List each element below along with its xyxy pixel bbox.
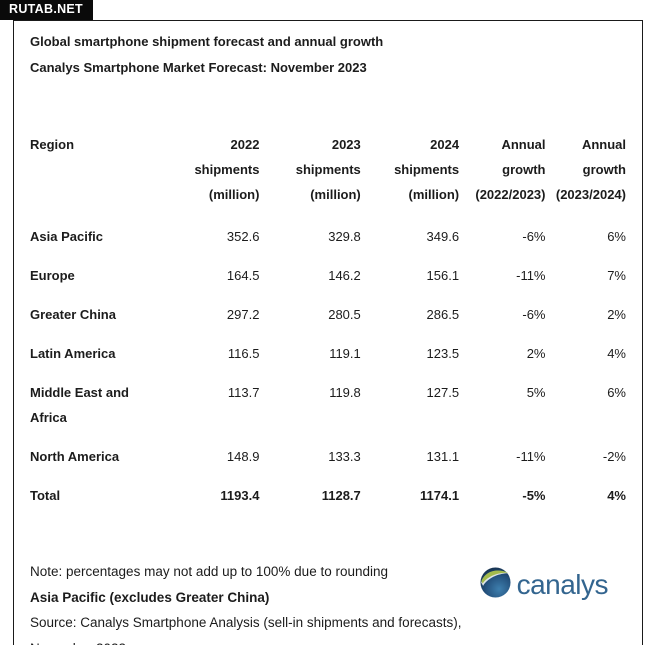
col-header-line: shipments <box>194 162 260 177</box>
region-cell: Europe <box>30 268 75 283</box>
col-header-line: growth <box>582 162 626 177</box>
region-cell: North America <box>30 449 120 464</box>
footer: Note: percentages may not add up to 100%… <box>30 559 626 645</box>
col-header-2022-shipments: 2022 shipments (million) <box>155 132 259 217</box>
value-cell: 5% <box>526 385 546 400</box>
canalys-globe-icon <box>480 567 511 603</box>
col-header-line: Annual <box>581 137 626 152</box>
canalys-logo-text: canalys <box>516 569 609 600</box>
table-row: Latin America 116.5 119.1 123.5 2% 4% <box>30 334 626 373</box>
col-header-2024-shipments: 2024 shipments (million) <box>361 132 459 217</box>
col-header-line: shipments <box>394 162 460 177</box>
table-row: Europe 164.5 146.2 156.1 -11% 7% <box>30 256 626 295</box>
region-cell: Asia Pacific <box>30 229 103 244</box>
canalys-logo: canalys <box>480 567 609 603</box>
value-cell: 148.9 <box>226 449 260 464</box>
value-cell: 123.5 <box>426 346 460 361</box>
value-cell: 133.3 <box>328 449 361 464</box>
col-header-region: Region <box>30 132 155 217</box>
forecast-sheet: Global smartphone shipment forecast and … <box>13 20 643 645</box>
region-cell: Total <box>30 488 61 503</box>
value-cell: 4% <box>607 488 626 503</box>
value-cell: 7% <box>607 268 626 283</box>
value-cell: 2% <box>526 346 546 361</box>
region-cell: Greater China <box>30 307 116 322</box>
col-header-line: (million) <box>208 187 260 202</box>
table-row: Greater China 297.2 280.5 286.5 -6% 2% <box>30 295 626 334</box>
col-header-line: (2022/2023) <box>475 187 546 202</box>
value-cell: -6% <box>522 307 546 322</box>
sheet-title: Global smartphone shipment forecast and … <box>30 34 384 49</box>
col-header-line: 2022 <box>230 137 260 152</box>
col-header-growth-2023-2024: Annual growth (2023/2024) <box>546 132 626 217</box>
col-header-line: shipments <box>295 162 361 177</box>
value-cell: 280.5 <box>328 307 361 322</box>
table-row-total: Total 1193.4 1128.7 1174.1 -5% 4% <box>30 476 626 515</box>
title-block: Global smartphone shipment forecast and … <box>30 29 626 81</box>
value-cell: 156.1 <box>426 268 460 283</box>
col-header-line: (million) <box>310 187 361 202</box>
region-cell: Latin America <box>30 346 116 361</box>
header-row: Region 2022 shipments (million) 2023 shi… <box>30 132 626 217</box>
value-cell: 113.7 <box>227 385 260 400</box>
value-cell: -11% <box>516 449 546 464</box>
value-cell: -2% <box>602 449 626 464</box>
col-header-line: growth <box>502 162 546 177</box>
value-cell: 131.1 <box>426 449 460 464</box>
note-source: Source: Canalys Smartphone Analysis (sel… <box>30 615 462 645</box>
value-cell: 1193.4 <box>220 488 260 503</box>
value-cell: 1128.7 <box>321 488 361 503</box>
value-cell: 352.6 <box>226 229 260 244</box>
value-cell: 297.2 <box>226 307 260 322</box>
note-rounding: Note: percentages may not add up to 100%… <box>30 564 389 579</box>
col-header-line: (2023/2024) <box>555 187 626 202</box>
value-cell: 286.5 <box>426 307 460 322</box>
col-header-line: 2023 <box>331 137 361 152</box>
value-cell: 6% <box>607 385 626 400</box>
col-header-line: Annual <box>501 137 546 152</box>
table-row: Middle East and Africa 113.7 119.8 127.5… <box>30 373 626 437</box>
col-header-2023-shipments: 2023 shipments (million) <box>259 132 361 217</box>
value-cell: 4% <box>607 346 626 361</box>
value-cell: 119.1 <box>329 346 361 361</box>
value-cell: -5% <box>522 488 546 503</box>
note-asia-pacific: Asia Pacific (excludes Greater China) <box>30 589 270 605</box>
value-cell: 1174.1 <box>420 488 460 503</box>
table-row: Asia Pacific 352.6 329.8 349.6 -6% 6% <box>30 217 626 256</box>
col-header-line: (million) <box>408 187 460 202</box>
col-header-growth-2022-2023: Annual growth (2022/2023) <box>459 132 545 217</box>
value-cell: 127.5 <box>426 385 460 400</box>
value-cell: 6% <box>607 229 626 244</box>
forecast-table: Region 2022 shipments (million) 2023 shi… <box>30 132 626 515</box>
watermark-badge: RUTAB.NET <box>0 0 93 20</box>
value-cell: 164.5 <box>226 268 260 283</box>
value-cell: -6% <box>522 229 546 244</box>
table-row: North America 148.9 133.3 131.1 -11% -2% <box>30 437 626 476</box>
value-cell: 329.8 <box>328 229 361 244</box>
value-cell: 119.8 <box>329 385 361 400</box>
value-cell: 146.2 <box>328 268 361 283</box>
value-cell: 349.6 <box>426 229 460 244</box>
table-header: Region 2022 shipments (million) 2023 shi… <box>30 132 626 217</box>
value-cell: 116.5 <box>227 346 260 361</box>
sheet-subtitle: Canalys Smartphone Market Forecast: Nove… <box>30 60 367 75</box>
region-cell: Middle East and Africa <box>30 385 129 425</box>
col-header-line: 2024 <box>430 137 460 152</box>
value-cell: 2% <box>607 307 626 322</box>
col-header-line: Region <box>30 137 75 152</box>
notes-block: Note: percentages may not add up to 100%… <box>30 559 468 645</box>
value-cell: -11% <box>516 268 546 283</box>
